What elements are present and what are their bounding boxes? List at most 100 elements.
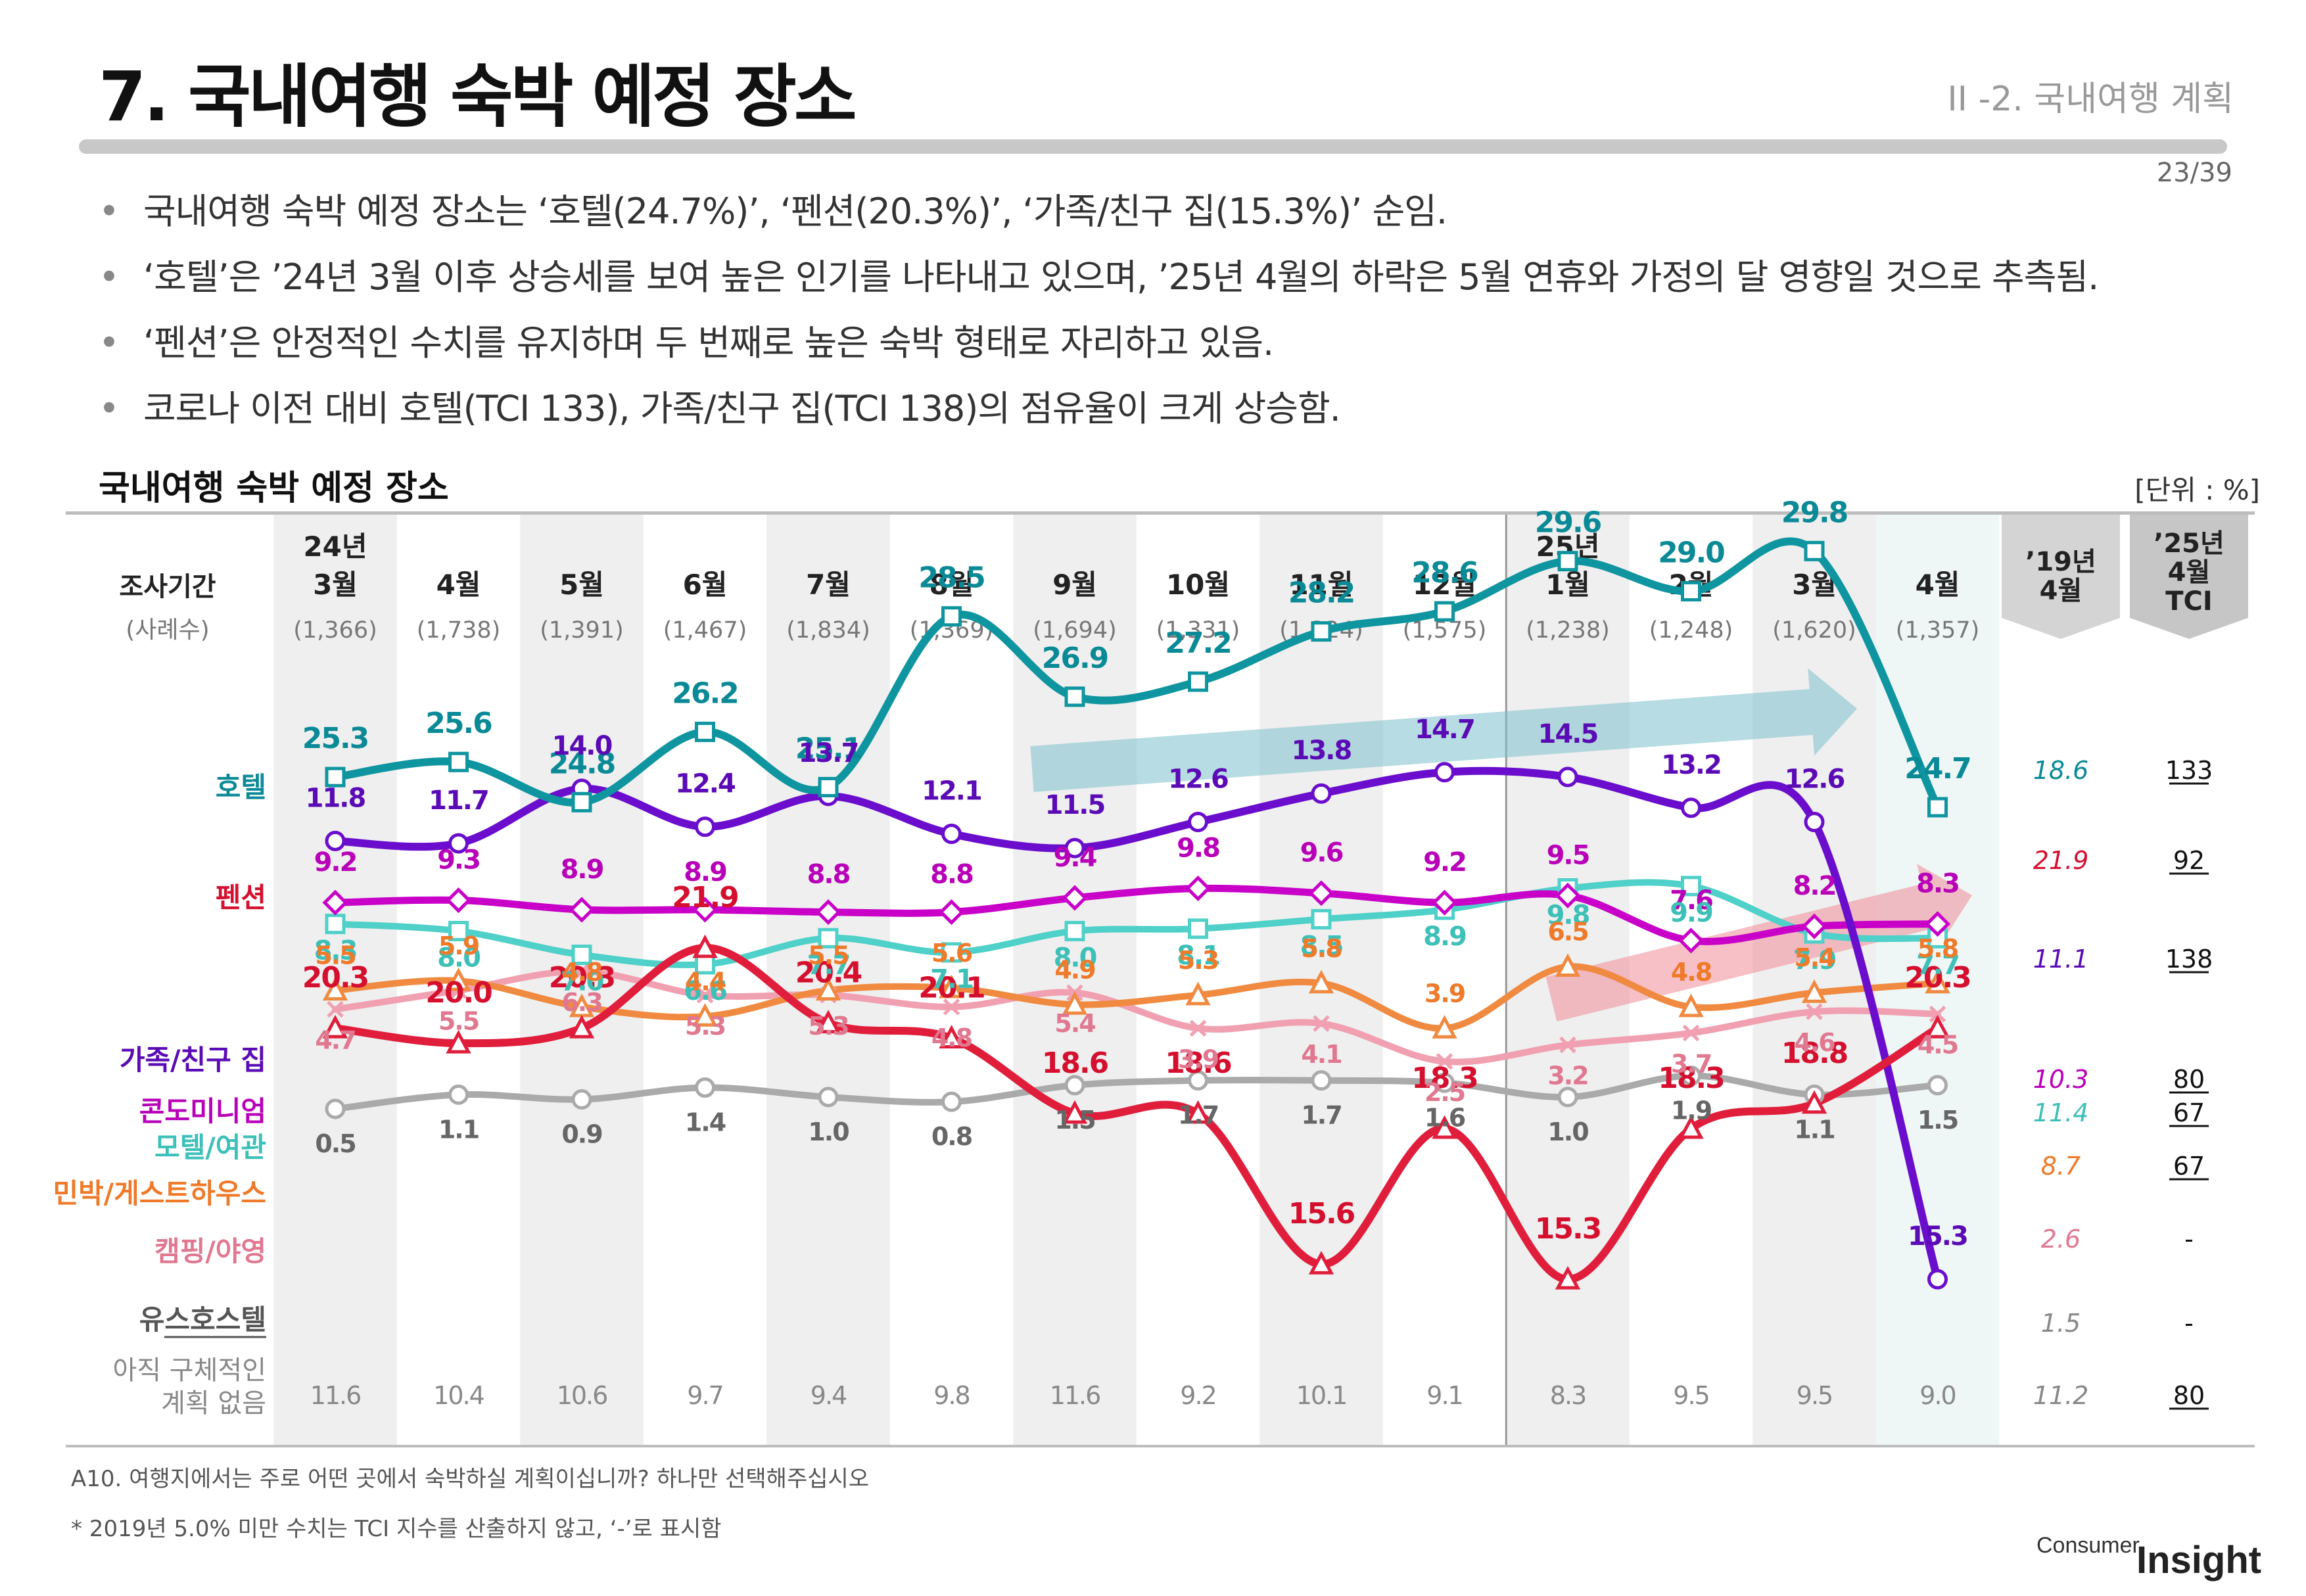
data-point-marker [322, 1014, 348, 1039]
data-label: 5.4 [1794, 943, 1835, 972]
data-label: 1.7 [1301, 1101, 1341, 1130]
no-plan-value: 11.6 [310, 1381, 361, 1410]
data-point-marker [1431, 889, 1458, 916]
logo-prefix: Consumer [2036, 1533, 2140, 1558]
data-label: 12.1 [922, 776, 981, 807]
y2019-value: 11.2 [2033, 1381, 2089, 1410]
period-month-label: 1월 [1545, 569, 1590, 601]
data-point-marker [1189, 1020, 1207, 1037]
no-plan-value: 9.0 [1919, 1381, 1955, 1410]
data-point-marker [1681, 1065, 1701, 1086]
footnote: * 2019년 5.0% 미만 수치는 TCI 지수를 산출하지 않고, ‘-’… [71, 1516, 722, 1542]
no-plan-label: 아직 구체적인 [112, 1355, 266, 1386]
data-label: 1.0 [808, 1117, 849, 1146]
data-label: 3.7 [1671, 1050, 1711, 1079]
data-label: 7.7 [1916, 950, 1959, 980]
data-label: 28.2 [1288, 576, 1355, 610]
data-label: 13.7 [799, 738, 859, 768]
series-line [332, 1072, 1941, 1112]
data-label: 9.8 [1177, 833, 1219, 864]
data-point-marker [938, 899, 965, 926]
data-point-marker [1557, 766, 1578, 787]
data-point-marker [818, 927, 839, 949]
data-label: 1.7 [1178, 1101, 1218, 1130]
data-label: 5.3 [808, 1012, 848, 1041]
data-point-marker [1185, 875, 1212, 902]
data-point-marker-stroke [943, 998, 960, 1016]
data-label: 20.3 [302, 961, 369, 995]
data-point-marker [1311, 783, 1332, 804]
tci-value: 138 [2165, 945, 2213, 974]
data-point-marker [1801, 913, 1827, 939]
data-label: 8.3 [314, 936, 357, 966]
data-point-marker [695, 1077, 715, 1098]
data-point-marker [1925, 970, 1950, 994]
y2019-value: 2.6 [2041, 1225, 2081, 1254]
compare-header-banner [2002, 515, 2120, 639]
data-point-marker [818, 1087, 839, 1108]
data-point-marker [815, 899, 841, 926]
data-label: 18.6 [1165, 1046, 1231, 1080]
data-point-marker [448, 751, 469, 772]
data-point-marker [943, 998, 960, 1016]
sample-size-label: (1,331) [1156, 617, 1240, 644]
data-point-marker [1555, 882, 1581, 908]
data-point-marker [1188, 812, 1208, 833]
data-point-marker [446, 1029, 471, 1054]
data-point-marker [1308, 1250, 1334, 1275]
series-line [332, 963, 1941, 1032]
data-point-marker [1185, 981, 1211, 1006]
data-label: 1.4 [685, 1108, 726, 1137]
data-label: 3.2 [1547, 1062, 1588, 1091]
data-label: 0.8 [931, 1122, 972, 1151]
sample-size-label: (1,467) [663, 617, 747, 644]
data-label: 8.8 [807, 860, 850, 890]
data-point-marker [939, 974, 964, 998]
data-label: 15.3 [1535, 1212, 1601, 1246]
tci-value: 80 [2173, 1065, 2205, 1094]
data-label: 26.2 [672, 676, 738, 710]
data-label: 7.9 [1793, 945, 1836, 975]
series-line [332, 968, 1941, 1066]
series-name-label: 민박/게스트하우스 [53, 1177, 266, 1209]
data-label: 12.6 [1785, 764, 1845, 795]
data-point-marker [818, 776, 839, 797]
period-month-label: 11월 [1289, 569, 1353, 601]
data-label: 26.9 [1042, 642, 1108, 675]
data-point-marker [1308, 970, 1334, 994]
data-point-marker [1188, 1070, 1208, 1091]
data-label: 9.6 [1300, 838, 1343, 868]
data-point-marker [322, 977, 348, 1001]
data-point-marker-stroke [1929, 1005, 1946, 1023]
data-point-marker [1927, 797, 1948, 818]
data-point-marker-stroke [327, 1000, 344, 1018]
data-point-marker [1311, 908, 1332, 929]
data-label: 8.9 [561, 855, 603, 885]
page-title: 7. 국내여행 숙박 예정 장소 [99, 57, 857, 137]
sample-size-label: (1,834) [786, 617, 870, 644]
data-point-marker [1434, 762, 1455, 783]
data-label: 12.4 [675, 769, 735, 799]
period-month-label: 4월 [436, 569, 481, 601]
no-plan-value: 10.4 [433, 1381, 484, 1410]
data-point-marker [1064, 837, 1085, 858]
tci-value: 67 [2173, 1098, 2205, 1127]
data-point-marker [1678, 927, 1705, 954]
data-point-marker-stroke [1436, 1053, 1453, 1070]
no-plan-value: 9.5 [1797, 1381, 1832, 1410]
data-label: 14.5 [1538, 719, 1598, 749]
data-point-marker [939, 1025, 964, 1048]
data-point-marker-stroke [1682, 1024, 1700, 1042]
data-label: 8.0 [437, 943, 480, 973]
data-label: 8.2 [1793, 871, 1836, 901]
sample-size-label: (1,248) [1649, 617, 1733, 644]
data-label: 4.7 [315, 1025, 355, 1054]
data-point-marker [325, 1098, 346, 1119]
data-label: 15.3 [1908, 1221, 1967, 1252]
period-month-label: 8월 [929, 569, 974, 601]
data-point-marker [448, 920, 469, 941]
column-band [520, 515, 644, 1446]
data-label: 4.4 [685, 967, 726, 996]
no-plan-value: 10.1 [1296, 1381, 1347, 1410]
tci-value: - [2184, 1225, 2194, 1254]
